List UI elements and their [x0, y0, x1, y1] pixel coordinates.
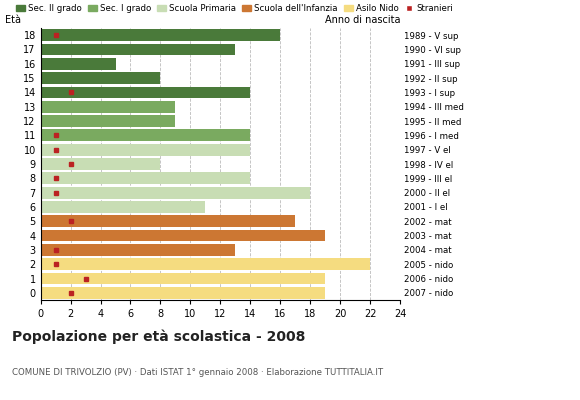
Text: Popolazione per età scolastica - 2008: Popolazione per età scolastica - 2008: [12, 330, 305, 344]
Legend: Sec. II grado, Sec. I grado, Scuola Primaria, Scuola dell'Infanzia, Asilo Nido, : Sec. II grado, Sec. I grado, Scuola Prim…: [16, 4, 454, 13]
Bar: [41, 230, 325, 242]
Bar: [41, 130, 251, 141]
Bar: [41, 201, 205, 213]
Bar: [41, 44, 235, 55]
Bar: [41, 215, 295, 227]
Bar: [41, 172, 251, 184]
Bar: [41, 258, 370, 270]
Bar: [41, 287, 325, 299]
Text: Età: Età: [5, 15, 21, 25]
Bar: [41, 144, 251, 156]
Bar: [41, 101, 175, 113]
Bar: [41, 86, 251, 98]
Text: Anno di nascita: Anno di nascita: [325, 15, 400, 25]
Bar: [41, 58, 115, 70]
Bar: [41, 273, 325, 284]
Bar: [41, 72, 161, 84]
Text: COMUNE DI TRIVOLZIO (PV) · Dati ISTAT 1° gennaio 2008 · Elaborazione TUTTITALIA.: COMUNE DI TRIVOLZIO (PV) · Dati ISTAT 1°…: [12, 368, 383, 377]
Bar: [41, 29, 280, 41]
Bar: [41, 187, 310, 198]
Bar: [41, 244, 235, 256]
Bar: [41, 115, 175, 127]
Bar: [41, 158, 161, 170]
